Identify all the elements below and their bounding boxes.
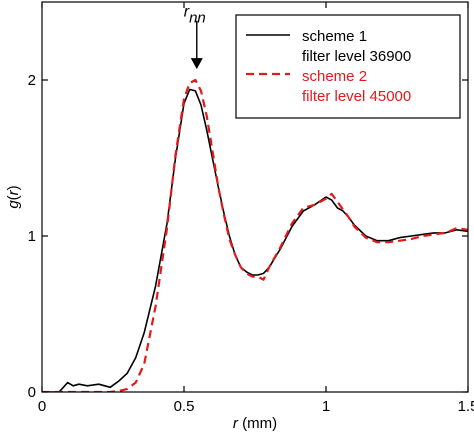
legend-box [235,14,461,119]
x-axis-label-var: r [233,415,239,432]
legend-series-2-line2: filter level 45000 [302,88,411,105]
x-axis-label: r (mm) [233,415,277,432]
y-axis-label: g(r) [5,185,22,208]
legend-series-1-line1: scheme 1 [302,28,367,45]
annotation-rnn-subscript: nn [189,10,206,27]
annotation-rnn-label: rnn [184,4,206,27]
legend-series-2-line1: scheme 2 [302,68,367,85]
series-line-2 [42,78,468,392]
y-axis-label-var: g [5,200,22,209]
plot-frame [41,1,469,393]
y-tick-label: 1 [28,228,36,245]
legend-series-1-line2: filter level 36900 [302,48,411,65]
annotation-arrow-head [190,58,203,70]
x-tick-label: 0.5 [174,398,195,415]
legend: scheme 1 filter level 36900 scheme 2 fil… [235,14,461,119]
annotation-rnn-base: r [184,4,190,21]
x-tick-label: 1 [322,398,330,415]
y-axis-label-open: ( [5,195,22,200]
x-axis-label-unit: (mm) [238,415,277,432]
y-tick-label: 2 [28,72,36,89]
y-tick-label: 0 [28,384,36,401]
x-tick-label: 1.5 [458,398,474,415]
x-tick-label: 0 [38,398,46,415]
y-axis-label-arg: r [5,189,22,195]
y-axis-label-close: ) [5,185,22,190]
series-line-1 [42,88,468,392]
